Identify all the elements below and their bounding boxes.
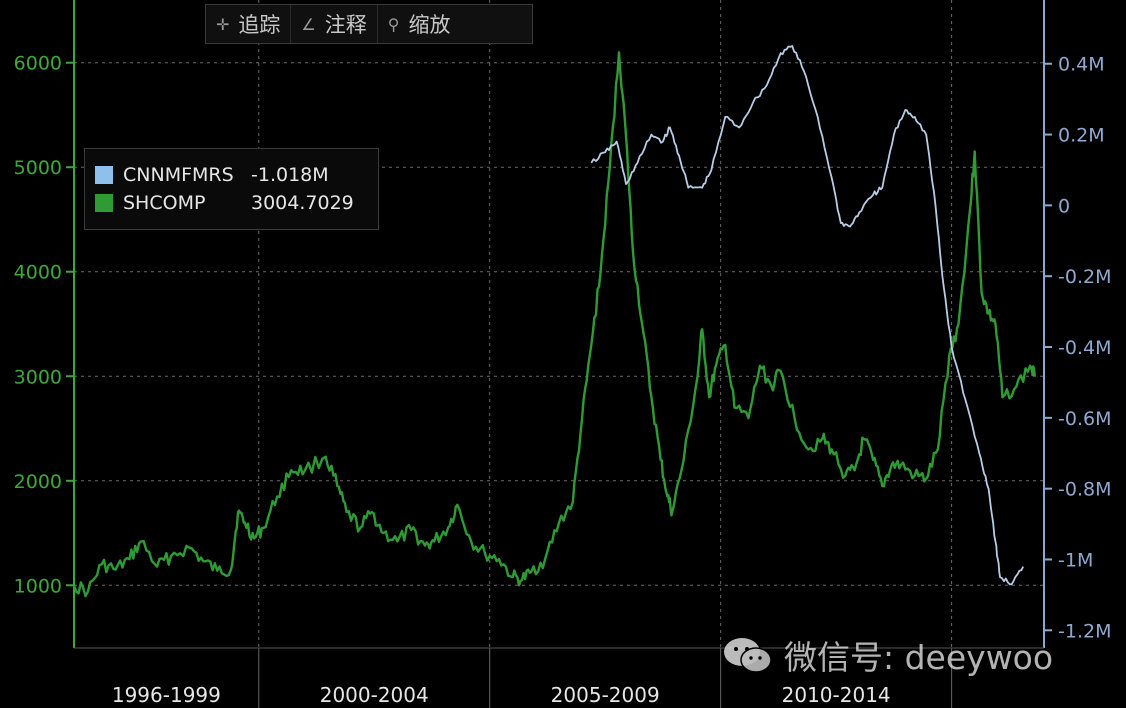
series-lines: [72, 45, 1036, 598]
left-tick-label: 1000: [14, 575, 62, 597]
annotate-label: 注释: [324, 13, 367, 37]
left-tick-label: 5000: [14, 157, 62, 179]
watermark: 微信号: deeywoo: [722, 630, 1053, 680]
series-line-cnnmfmrs: [590, 45, 1025, 586]
legend-item-shcomp: SHCOMP 3004.7029: [95, 189, 378, 217]
x-period-labels: 1996-1999 2000-2004 2005-2009 2010-2014: [112, 683, 891, 707]
left-tick-label: 4000: [14, 262, 62, 284]
right-axis-ticks: 0.4M 0.2M 0 -0.2M -0.4M -0.6M -0.8M -1M -1.2M: [1044, 54, 1111, 642]
left-axis-ticks: 1000 2000 3000 4000 5000 6000: [14, 53, 74, 597]
crosshair-icon: ✛: [216, 14, 230, 34]
left-tick-label: 3000: [14, 366, 62, 388]
x-period-label: 2005-2009: [551, 683, 660, 707]
legend-value: -1.018M: [251, 164, 329, 186]
zoom-label: 缩放: [408, 13, 451, 37]
gridlines: [74, 0, 1044, 708]
left-tick-label: 2000: [14, 471, 62, 493]
chart-toolbar: ✛ 追踪 ∠ 注释 ⚲ 缩放: [205, 4, 533, 44]
legend-name: CNNMFMRS: [123, 164, 234, 186]
track-label: 追踪: [238, 13, 281, 37]
legend-value: 3004.7029: [251, 192, 354, 214]
x-period-label: 2010-2014: [782, 683, 891, 707]
right-tick-label: -0.6M: [1058, 408, 1111, 430]
watermark-text: 微信号: deeywoo: [784, 638, 1054, 677]
x-period-label: 1996-1999: [112, 683, 221, 707]
wechat-icon: [724, 638, 772, 673]
zoom-button[interactable]: ⚲ 缩放: [378, 5, 461, 43]
legend-name: SHCOMP: [123, 192, 206, 214]
right-tick-label: 0.4M: [1058, 54, 1105, 76]
right-tick-label: -0.4M: [1058, 337, 1111, 359]
right-tick-label: -0.8M: [1058, 479, 1111, 501]
right-tick-label: -0.2M: [1058, 266, 1111, 288]
annotate-button[interactable]: ∠ 注释: [291, 5, 378, 43]
legend: CNNMFMRS -1.018M SHCOMP 3004.7029: [84, 148, 379, 230]
track-button[interactable]: ✛ 追踪: [206, 5, 292, 43]
magnifier-icon: ⚲: [387, 14, 400, 34]
pencil-icon: ∠: [301, 14, 316, 34]
legend-swatch-shcomp: [95, 194, 113, 212]
right-tick-label: -1M: [1058, 549, 1093, 571]
right-tick-label: 0.2M: [1058, 125, 1105, 147]
left-tick-label: 6000: [14, 53, 62, 75]
legend-item-cnnmfmrs: CNNMFMRS -1.018M: [95, 161, 378, 189]
right-tick-label: -1.2M: [1058, 620, 1111, 642]
right-tick-label: 0: [1058, 195, 1070, 217]
legend-swatch-cnnmfmrs: [95, 166, 113, 184]
x-period-label: 2000-2004: [320, 683, 429, 707]
series-line-shcomp: [72, 51, 1036, 598]
